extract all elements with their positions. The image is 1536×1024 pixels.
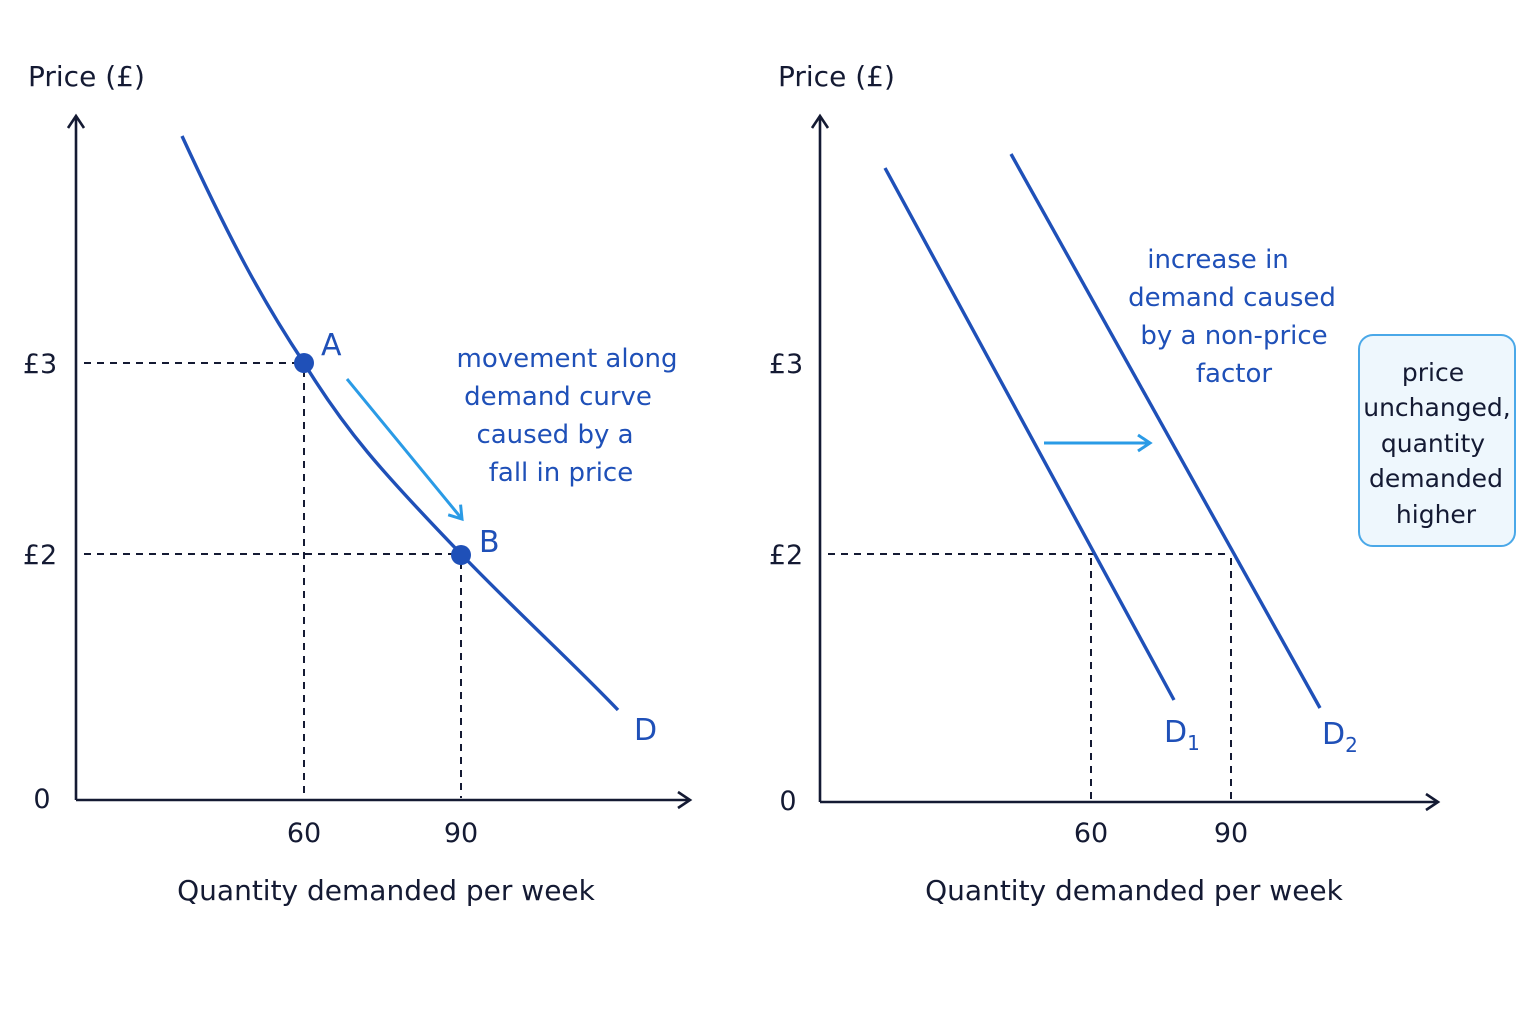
point-a-label: A <box>321 328 342 363</box>
note-line-5: higher <box>1396 500 1477 529</box>
right-y-tick-3: £3 <box>769 349 803 380</box>
left-x-tick-60: 60 <box>287 818 321 849</box>
left-annotation-line-2: demand curve <box>464 382 652 412</box>
right-x-axis-title: Quantity demanded per week <box>925 874 1344 907</box>
right-origin-label: 0 <box>779 786 796 817</box>
right-x-tick-90: 90 <box>1214 818 1248 849</box>
right-annotation-line-3: by a non-price <box>1140 321 1327 351</box>
left-origin-label: 0 <box>33 784 50 815</box>
left-annotation-line-4: fall in price <box>489 458 633 488</box>
movement-arrow <box>345 378 464 522</box>
left-y-axis-title: Price (£) <box>28 60 145 93</box>
note-line-4: demanded <box>1369 464 1503 493</box>
left-panel: Price (£) 0 £3 £2 60 90 A B D movement a… <box>23 60 693 907</box>
curve-d1-label: D1 <box>1164 715 1200 755</box>
right-annotation-line-2: demand caused <box>1128 283 1336 313</box>
note-box <box>1358 334 1516 547</box>
point-b-label: B <box>479 525 500 560</box>
point-a-marker <box>294 353 314 373</box>
demand-curve-d2 <box>1009 153 1322 709</box>
curve-d-label: D <box>634 713 657 748</box>
left-y-tick-3: £3 <box>23 349 57 380</box>
note-line-2: unchanged, <box>1363 393 1511 422</box>
left-annotation-line-1: movement along <box>457 344 678 374</box>
right-panel: Price (£) 0 £3 £2 60 90 D1 D2 increase i… <box>769 60 1516 907</box>
demand-curve-d1 <box>883 167 1176 701</box>
point-b-marker <box>451 545 471 565</box>
left-x-tick-90: 90 <box>444 818 478 849</box>
demand-curve-d <box>180 135 620 712</box>
left-y-tick-2: £2 <box>23 540 57 571</box>
left-x-axis-title: Quantity demanded per week <box>177 874 596 907</box>
note-line-3: quantity <box>1381 429 1485 458</box>
right-x-tick-60: 60 <box>1074 818 1108 849</box>
left-annotation-line-3: caused by a <box>476 420 633 450</box>
curve-d2-label: D2 <box>1322 717 1358 757</box>
right-y-tick-2: £2 <box>769 540 803 571</box>
right-annotation-line-1: increase in <box>1147 245 1289 275</box>
right-y-axis-title: Price (£) <box>778 60 895 93</box>
right-annotation-line-4: factor <box>1196 359 1272 389</box>
note-line-1: price <box>1402 358 1464 387</box>
